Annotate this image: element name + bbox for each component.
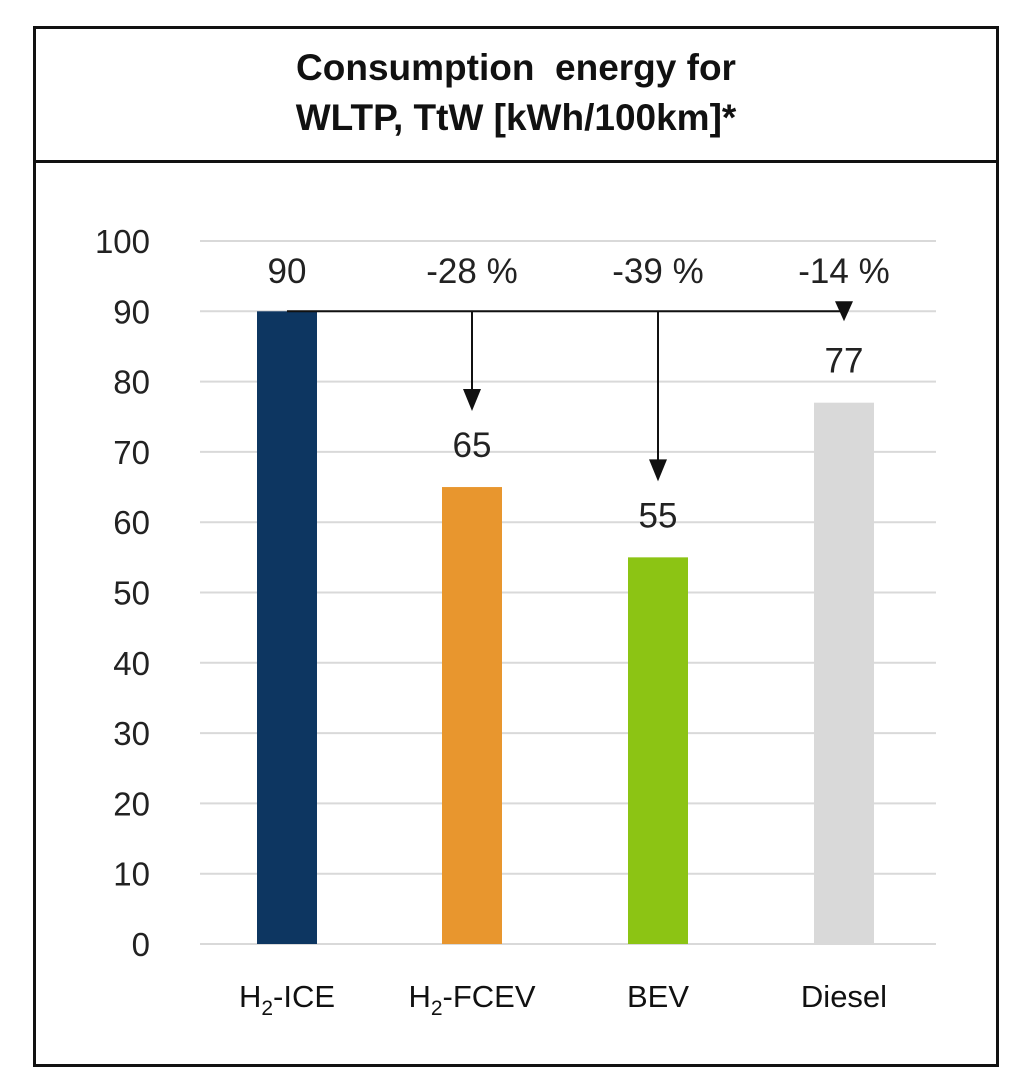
chart-frame	[33, 26, 999, 1067]
bar	[442, 487, 502, 944]
data-label: 65	[453, 426, 492, 465]
chart-title: Consumption energy for WLTP, TtW [kWh/10…	[33, 26, 999, 163]
category-labels: H2-ICE H2-FCEV BEV Diesel	[239, 979, 887, 1020]
data-label: 55	[639, 496, 678, 535]
x-tick-label: Diesel	[801, 979, 887, 1014]
y-tick-label: 60	[113, 504, 150, 541]
y-tick-label: 80	[113, 364, 150, 401]
y-tick-label: 10	[113, 856, 150, 893]
y-tick-label: 70	[113, 434, 150, 471]
bar	[814, 402, 874, 944]
arrowhead-icon	[649, 459, 667, 482]
y-axis-ticks: 0 10 20 30 40 50 60 70 80 90 100	[95, 223, 150, 963]
bar	[628, 557, 688, 944]
reduction-label: -14 %	[798, 252, 889, 291]
y-tick-label: 20	[113, 785, 150, 822]
y-tick-label: 100	[95, 223, 150, 260]
y-tick-label: 40	[113, 645, 150, 682]
data-label: 90	[268, 252, 307, 291]
title-line-2: WLTP, TtW [kWh/100km]*	[295, 97, 737, 138]
y-tick-label: 0	[132, 926, 150, 963]
bars	[257, 311, 874, 944]
data-label: 77	[825, 342, 864, 381]
x-tick-label: H2-ICE	[239, 979, 335, 1020]
reduction-label: -28 %	[426, 252, 517, 291]
y-tick-label: 50	[113, 575, 150, 612]
x-tick-label: BEV	[627, 979, 689, 1014]
bar	[257, 311, 317, 944]
arrowhead-icon	[835, 301, 853, 322]
title-line-1: Consumption energy for	[296, 47, 736, 88]
y-tick-label: 30	[113, 715, 150, 752]
reduction-label: -39 %	[612, 252, 703, 291]
x-tick-label: H2-FCEV	[408, 979, 535, 1020]
y-tick-label: 90	[113, 293, 150, 330]
reduction-arrows	[287, 301, 853, 482]
data-labels: -28 % -39 % -14 % 90 65 55 77	[268, 252, 890, 535]
arrowhead-icon	[463, 389, 481, 412]
